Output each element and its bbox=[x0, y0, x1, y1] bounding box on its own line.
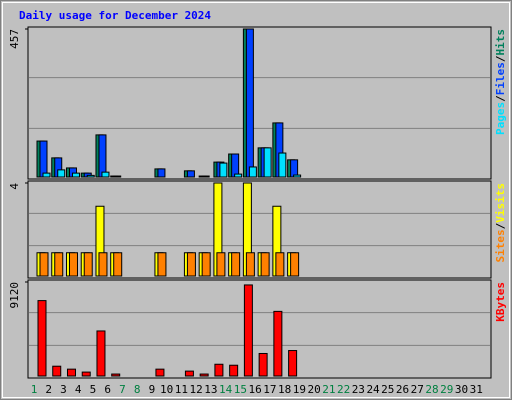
x-tick-label: 22 bbox=[337, 383, 350, 396]
legend: KBytes bbox=[494, 282, 507, 322]
bar bbox=[39, 140, 48, 178]
bar bbox=[42, 172, 51, 178]
legend: Sites/Visits bbox=[494, 183, 507, 263]
bar bbox=[113, 175, 122, 178]
bar bbox=[263, 147, 272, 178]
bar bbox=[157, 168, 166, 178]
legend-entry: Visits bbox=[494, 183, 507, 223]
bar bbox=[186, 170, 195, 178]
legend-entry: Pages bbox=[494, 102, 507, 135]
bar bbox=[290, 252, 300, 277]
legend-entry: Hits bbox=[494, 29, 507, 56]
bar bbox=[66, 368, 76, 377]
bar bbox=[231, 153, 240, 178]
x-tick-label: 30 bbox=[455, 383, 468, 396]
bar bbox=[231, 252, 241, 277]
x-tick-label: 17 bbox=[263, 383, 276, 396]
x-tick-label: 3 bbox=[60, 383, 67, 396]
bar bbox=[52, 365, 62, 377]
y-tick-label: 457 bbox=[8, 29, 21, 49]
x-tick-label: 25 bbox=[381, 383, 394, 396]
y-tick-label: 4 bbox=[8, 183, 21, 190]
bar bbox=[245, 28, 254, 178]
x-tick-label: 12 bbox=[190, 383, 203, 396]
bar bbox=[155, 368, 165, 377]
bar bbox=[81, 371, 91, 377]
x-tick-label: 24 bbox=[366, 383, 380, 396]
bar bbox=[96, 330, 106, 377]
bar bbox=[293, 174, 302, 178]
bar bbox=[98, 134, 107, 178]
x-tick-label: 19 bbox=[293, 383, 306, 396]
bar bbox=[273, 310, 283, 377]
x-tick-label: 28 bbox=[425, 383, 438, 396]
bar bbox=[290, 159, 299, 178]
bar bbox=[71, 172, 80, 178]
bar bbox=[201, 175, 210, 178]
bar bbox=[39, 252, 49, 277]
bar bbox=[184, 370, 194, 377]
x-tick-label: 2 bbox=[45, 383, 52, 396]
bar bbox=[234, 173, 243, 178]
legend-separator: / bbox=[494, 55, 507, 62]
x-tick-label: 4 bbox=[75, 383, 82, 396]
x-tick-label: 1 bbox=[31, 383, 38, 396]
x-tick-label: 13 bbox=[204, 383, 217, 396]
x-tick-label: 20 bbox=[307, 383, 320, 396]
x-tick-label: 16 bbox=[249, 383, 262, 396]
bar bbox=[229, 364, 239, 377]
x-tick-label: 6 bbox=[104, 383, 111, 396]
bar bbox=[201, 252, 211, 277]
bar bbox=[98, 252, 108, 277]
bar bbox=[186, 252, 196, 277]
bar bbox=[199, 373, 209, 377]
x-tick-label: 18 bbox=[278, 383, 291, 396]
bar bbox=[83, 252, 93, 277]
x-tick-label: 9 bbox=[149, 383, 156, 396]
bar bbox=[57, 169, 66, 178]
legend-entry: Files bbox=[494, 62, 507, 95]
bar bbox=[258, 352, 268, 377]
x-tick-label: 15 bbox=[234, 383, 247, 396]
legend-separator: / bbox=[494, 95, 507, 102]
x-tick-label: 26 bbox=[396, 383, 409, 396]
x-tick-label: 23 bbox=[352, 383, 365, 396]
legend-entry: KBytes bbox=[494, 282, 507, 322]
y-tick-label: 9120 bbox=[8, 282, 21, 309]
x-tick-label: 5 bbox=[90, 383, 97, 396]
bar bbox=[278, 152, 287, 178]
bar bbox=[54, 252, 64, 277]
bar bbox=[243, 284, 253, 377]
bar bbox=[37, 300, 47, 377]
x-tick-label: 14 bbox=[219, 383, 233, 396]
bar bbox=[219, 162, 228, 178]
x-tick-label: 10 bbox=[160, 383, 173, 396]
bar bbox=[260, 252, 270, 277]
bar bbox=[68, 252, 78, 277]
bar bbox=[157, 252, 167, 277]
x-tick-label: 21 bbox=[322, 383, 335, 396]
bar bbox=[214, 363, 224, 377]
x-tick-label: 7 bbox=[119, 383, 126, 396]
bar bbox=[275, 252, 285, 277]
x-tick-label: 29 bbox=[440, 383, 453, 396]
bar bbox=[101, 171, 110, 178]
legend-separator: / bbox=[494, 222, 507, 229]
x-tick-label: 11 bbox=[175, 383, 188, 396]
x-tick-label: 8 bbox=[134, 383, 141, 396]
bar bbox=[288, 350, 298, 377]
x-tick-label: 31 bbox=[470, 383, 483, 396]
chart-title: Daily usage for December 2024 bbox=[19, 9, 211, 22]
legend-entry: Sites bbox=[494, 229, 507, 262]
x-tick-label: 27 bbox=[411, 383, 424, 396]
bar bbox=[216, 252, 226, 277]
bar bbox=[245, 252, 255, 277]
bar bbox=[86, 174, 95, 178]
bar bbox=[111, 373, 121, 377]
bar bbox=[113, 252, 123, 277]
legend: Pages/Files/Hits bbox=[494, 29, 507, 135]
bar bbox=[248, 166, 257, 178]
